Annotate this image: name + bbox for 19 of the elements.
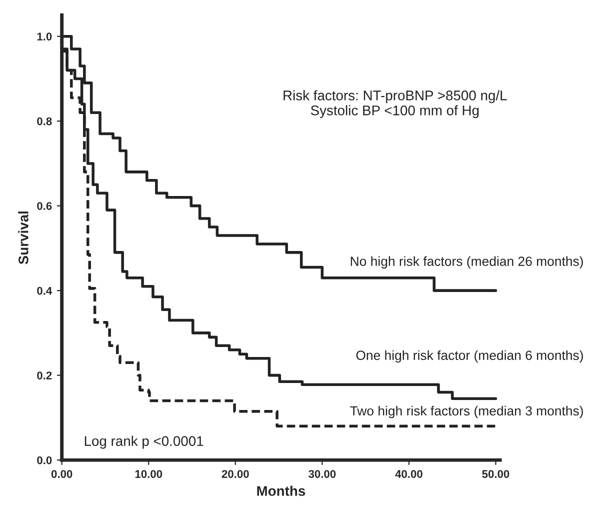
annotation: Log rank p <0.0001 <box>84 436 204 449</box>
x-tick-label: 0.00 <box>51 470 72 478</box>
y-tick-label: 0.4 <box>37 286 52 295</box>
y-tick-label: 1.0 <box>37 32 52 40</box>
annotation: Risk factors: NT-proBNP >8500 ng/L Systolic BP <100 mm of Hg <box>284 90 507 118</box>
y-tick-label: 0.2 <box>37 372 52 380</box>
y-tick-label: 0.0 <box>37 456 52 464</box>
series-label: Two high risk factors (median 3 months) <box>350 406 583 418</box>
series-label: One high risk factor (median 6 months) <box>356 350 583 363</box>
x-tick-label: 30.00 <box>308 470 336 478</box>
series-label: No high risk factors (median 26 months) <box>350 256 583 269</box>
y-tick-label: 0.6 <box>37 202 52 210</box>
x-tick-label: 40.00 <box>395 470 422 478</box>
x-axis-title: Months <box>257 486 306 496</box>
y-tick-label: 0.8 <box>37 117 52 126</box>
y-axis-title: Survival <box>18 212 28 264</box>
x-tick-label: 50.00 <box>482 470 510 478</box>
x-tick-label: 10.00 <box>135 470 162 478</box>
x-tick-label: 20.00 <box>222 470 249 478</box>
